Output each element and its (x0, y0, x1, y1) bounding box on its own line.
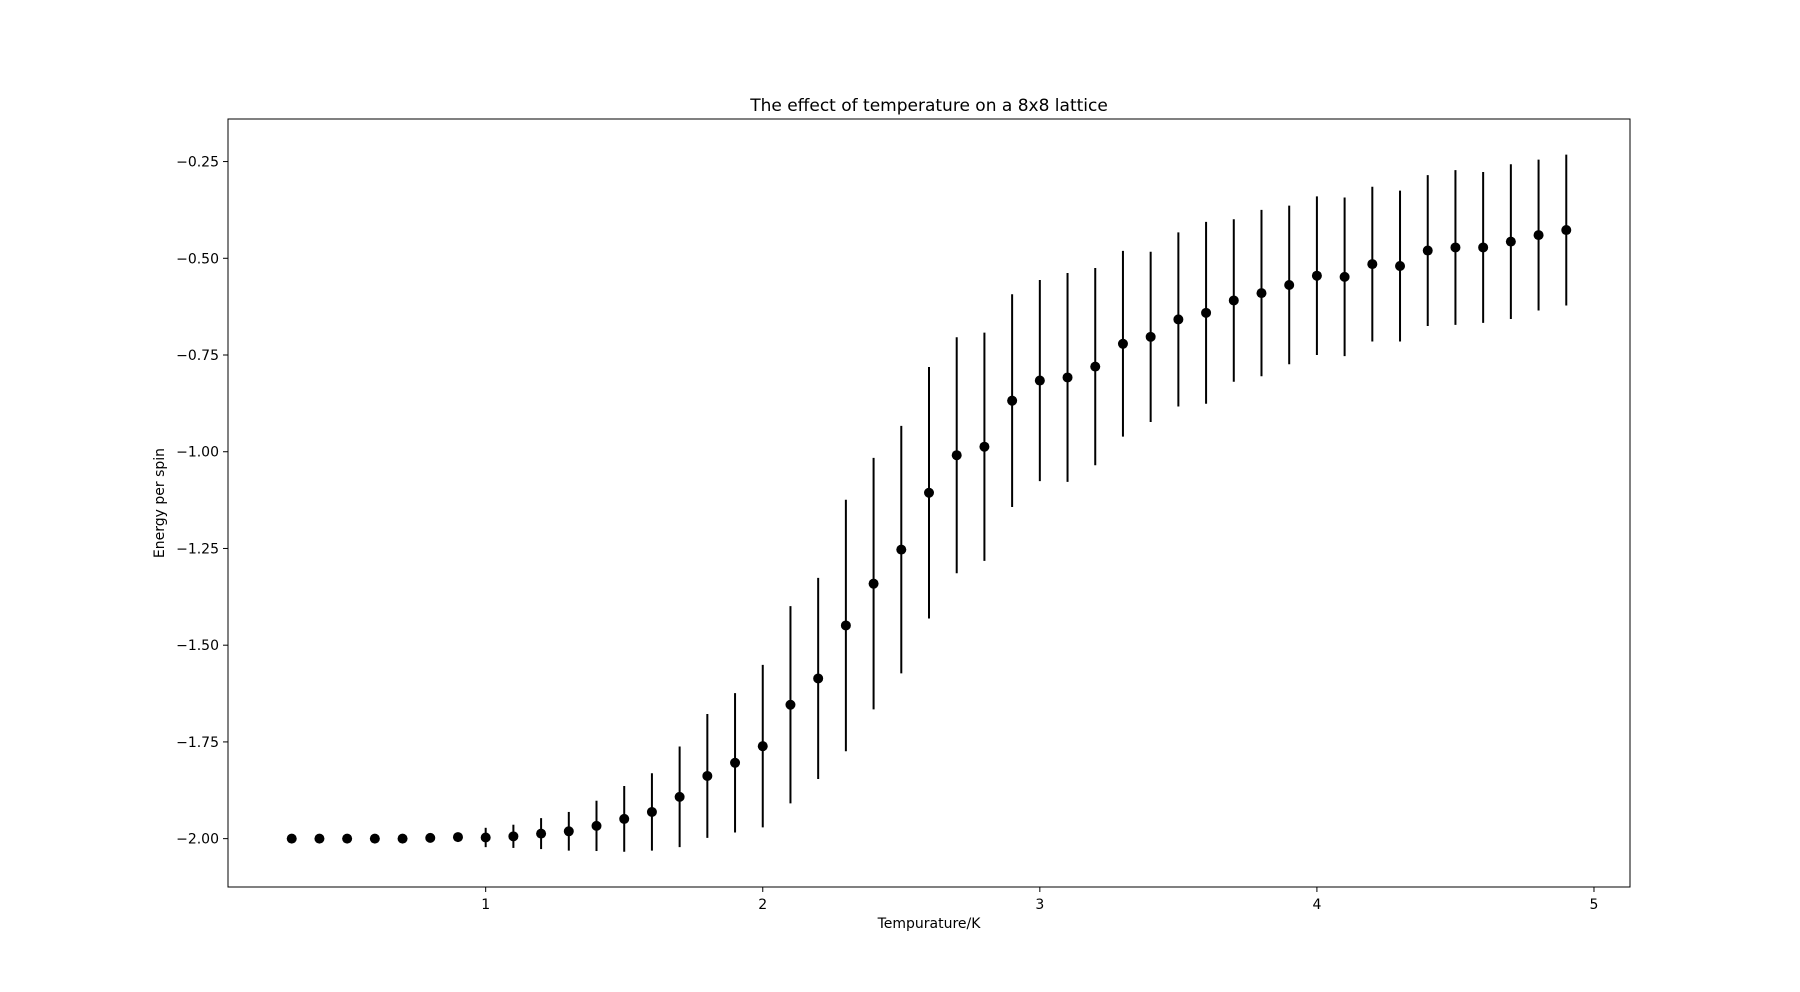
data-point (286, 833, 297, 844)
y-tick-label: −1.00 (176, 445, 219, 461)
data-point (1034, 375, 1045, 386)
data-point (425, 832, 436, 843)
data-point (536, 828, 547, 839)
data-point (1090, 361, 1101, 372)
data-point (1284, 279, 1295, 290)
x-tick-label: 4 (1312, 897, 1321, 913)
data-point (730, 757, 741, 768)
y-tick-label: −1.25 (176, 541, 219, 557)
y-tick-label: −0.25 (176, 155, 219, 171)
data-point (785, 699, 796, 710)
data-point (757, 741, 768, 752)
data-point (813, 673, 824, 684)
data-point (619, 813, 630, 824)
data-point (1422, 245, 1433, 256)
data-point (1367, 259, 1378, 270)
data-point (951, 450, 962, 461)
x-axis-label: Tempurature/K (877, 916, 982, 932)
data-point (1173, 314, 1184, 325)
data-point (314, 833, 325, 844)
data-point (508, 831, 519, 842)
data-point (1145, 331, 1156, 342)
data-point (868, 578, 879, 589)
data-point (1311, 270, 1322, 281)
data-point (1062, 372, 1073, 383)
data-point (1561, 225, 1572, 236)
data-point (840, 620, 851, 631)
x-tick-label: 3 (1035, 897, 1044, 913)
y-axis-label: Energy per spin (152, 448, 168, 558)
data-point (1228, 295, 1239, 306)
data-point (674, 791, 685, 802)
data-point (342, 833, 353, 844)
chart-title: The effect of temperature on a 8x8 latti… (749, 96, 1108, 116)
data-point (397, 833, 408, 844)
points-group (286, 225, 1572, 844)
data-point (896, 544, 907, 555)
data-point (1007, 395, 1018, 406)
x-tick-label: 1 (481, 897, 490, 913)
data-point (1339, 271, 1350, 282)
data-point (924, 487, 934, 498)
data-point (646, 806, 657, 817)
data-point (1201, 307, 1212, 318)
data-point (452, 832, 463, 843)
data-point (369, 833, 380, 844)
data-point (1450, 242, 1461, 253)
data-point (480, 832, 491, 843)
x-tick-label: 2 (758, 897, 767, 913)
data-point (1478, 242, 1489, 253)
data-point (1533, 230, 1544, 241)
x-tick-label: 5 (1590, 897, 1599, 913)
y-axis-ticks: −2.00 −1.75 −1.50 −1.25 −1.00 −0.75 −0.50 −0.25 (176, 155, 228, 848)
x-axis-ticks: 1 2 3 4 5 (481, 887, 1598, 913)
y-tick-label: −2.00 (176, 832, 219, 848)
y-tick-label: −0.50 (176, 251, 219, 267)
y-tick-label: −1.50 (176, 638, 219, 654)
data-point (1395, 261, 1406, 272)
plot-area-frame (227, 118, 1631, 888)
y-tick-label: −0.75 (176, 348, 219, 364)
data-point (563, 826, 574, 837)
data-point (591, 820, 602, 831)
data-point (702, 770, 713, 781)
y-tick-label: −1.75 (176, 735, 219, 751)
data-point (1505, 236, 1516, 247)
data-point (1256, 288, 1267, 299)
data-point (979, 441, 990, 452)
data-point (1117, 338, 1128, 349)
